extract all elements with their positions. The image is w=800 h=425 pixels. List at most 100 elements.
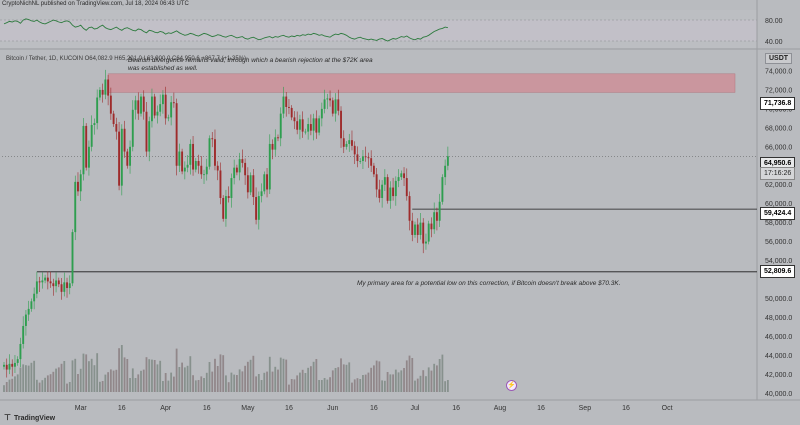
candle-body [238, 159, 241, 173]
time-tick-label: 16 [537, 405, 545, 412]
candle-body [348, 140, 351, 144]
volume-bar [416, 378, 419, 392]
price-tick-label: 66,000.0 [765, 144, 792, 151]
time-tick-label: 16 [370, 405, 378, 412]
time-tick-label: Mar [75, 405, 88, 412]
candle-body [222, 197, 225, 219]
volume-bars [3, 345, 449, 392]
candle-body [175, 103, 178, 166]
volume-bar [293, 379, 296, 392]
volume-bar [88, 361, 90, 392]
candle-body [214, 139, 216, 166]
candle-body [367, 157, 370, 159]
volume-bar [66, 383, 68, 392]
candle-body [33, 293, 36, 302]
candle-body [326, 98, 329, 100]
volume-bar [345, 364, 348, 392]
volume-bar [318, 380, 320, 392]
volume-bar [183, 367, 186, 392]
volume-bar [348, 362, 351, 392]
publisher-line: CryptoNichNL published on TradingView.co… [2, 1, 189, 7]
volume-bar [425, 376, 427, 392]
volume-bar [340, 358, 342, 392]
volume-bar [430, 370, 433, 392]
candle-body [433, 212, 436, 230]
volume-bar [14, 376, 16, 392]
volume-bar [203, 378, 205, 392]
volume-bar [192, 375, 194, 392]
currency-label[interactable]: USDT [765, 53, 793, 64]
volume-bar [52, 371, 55, 392]
candle-body [425, 241, 427, 244]
candle-body [77, 181, 79, 192]
candle-body [375, 174, 378, 190]
volume-bar [186, 365, 189, 392]
volume-bar [96, 353, 99, 392]
candle-body [186, 164, 189, 168]
candle-body [414, 224, 416, 235]
volume-bar [414, 380, 416, 392]
candle-body [189, 143, 192, 165]
price-tag-low-support: 52,809.6 [760, 265, 796, 278]
candle-body [74, 181, 77, 233]
volume-bar [126, 359, 129, 392]
candle-body [115, 124, 118, 132]
lightning-icon[interactable]: ⚡ [506, 380, 517, 391]
candle-body [205, 166, 208, 175]
volume-bar [175, 348, 178, 392]
candle-body [55, 280, 58, 287]
candle-body [392, 187, 395, 197]
rsi-tick-80: 80.00 [765, 18, 783, 25]
candle-body [405, 178, 408, 197]
time-tick-label: 16 [452, 405, 460, 412]
volume-bar [107, 372, 110, 392]
volume-bar [394, 369, 397, 392]
candle-body [419, 222, 422, 235]
volume-bar [148, 359, 151, 392]
candle-body [370, 158, 373, 166]
candle-body [279, 113, 282, 139]
annotation-top-line2: was established as well. [128, 65, 198, 72]
candle-body [329, 98, 332, 101]
volume-bar [112, 370, 115, 392]
candle-body [137, 100, 140, 114]
candle-body [408, 196, 411, 221]
volume-bar [312, 361, 315, 392]
price-tick-label: 48,000.0 [765, 315, 792, 322]
candle-body [241, 159, 244, 163]
candle-body [3, 364, 5, 367]
annotation-bottom: My primary area for a potential low on t… [357, 280, 621, 287]
candle-body [170, 102, 173, 118]
volume-bar [227, 382, 230, 392]
volume-bar [68, 382, 71, 392]
candle-body [87, 146, 90, 168]
candle-body [290, 107, 293, 118]
candle-body [49, 281, 52, 284]
volume-bar [400, 370, 403, 392]
volume-bar [41, 380, 44, 392]
volume-bar [151, 359, 153, 392]
candle-body [90, 124, 93, 147]
time-tick-label: 16 [622, 405, 630, 412]
candle-body [435, 212, 438, 221]
candle-body [296, 121, 299, 130]
volume-bar [71, 360, 74, 392]
volume-bar [249, 359, 252, 392]
candle-body [381, 184, 384, 198]
candle-body [192, 143, 195, 170]
volume-bar [170, 372, 173, 392]
time-axis-ticks: Mar 16 Apr 16 May 16 Jun 16 Jul 16 Aug 16 Sep 16 Oct [75, 405, 673, 412]
overlay-group [2, 73, 757, 273]
volume-bar [274, 366, 277, 392]
candle-body [438, 201, 441, 221]
candle-body [164, 94, 167, 119]
candle-body [315, 118, 318, 133]
candle-body [107, 79, 110, 96]
candle-body [159, 104, 162, 112]
candle-body [98, 89, 101, 98]
candle-body [16, 359, 19, 363]
candle-body [337, 99, 340, 111]
volume-bar [197, 380, 200, 392]
tradingview-brand[interactable]: ⊤ TradingView [4, 413, 55, 422]
